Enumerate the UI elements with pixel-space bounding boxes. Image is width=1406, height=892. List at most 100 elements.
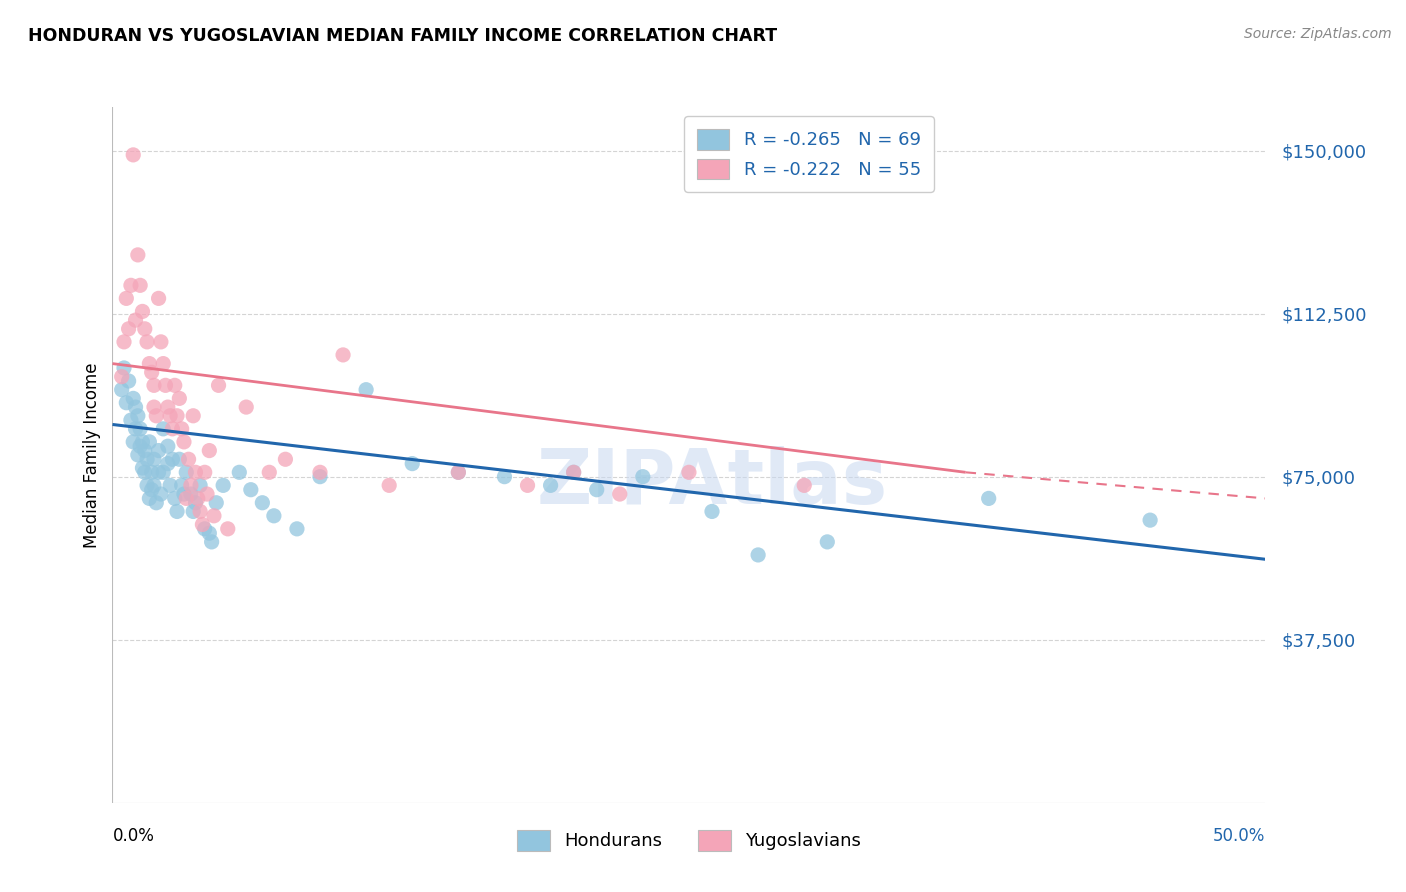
Point [194,522,217,536]
Point [124,422,146,436]
Point [159,409,181,423]
Point [122,392,145,406]
Point [202,508,225,523]
Point [447,466,470,480]
Y-axis label: Median Family Income: Median Family Income [83,362,101,548]
Point [678,466,700,480]
Point [143,378,166,392]
Point [191,517,214,532]
Point [127,248,149,262]
Point [141,365,163,379]
Point [117,374,139,388]
Point [309,466,332,480]
Point [112,361,135,376]
Point [217,522,239,536]
Point [188,504,211,518]
Point [170,478,193,492]
Point [148,291,170,305]
Point [228,466,250,480]
Point [187,491,209,506]
Point [163,378,186,392]
Point [117,322,139,336]
Point [145,409,167,423]
Point [134,443,156,458]
Point [143,478,166,492]
Point [120,278,142,293]
Point [131,461,153,475]
Point [174,491,197,506]
Point [162,422,184,436]
Point [177,452,200,467]
Point [141,483,163,497]
Point [585,483,607,497]
Point [127,448,149,462]
Point [815,535,838,549]
Text: HONDURAN VS YUGOSLAVIAN MEDIAN FAMILY INCOME CORRELATION CHART: HONDURAN VS YUGOSLAVIAN MEDIAN FAMILY IN… [28,27,778,45]
Point [181,409,204,423]
Point [166,504,188,518]
Point [115,291,138,305]
Point [180,478,202,492]
Point [163,491,186,506]
Point [136,334,159,349]
Point [112,334,135,349]
Point [111,383,134,397]
Point [401,457,423,471]
Point [198,526,221,541]
Point [129,278,152,293]
Point [332,348,354,362]
Point [136,478,159,492]
Point [149,334,172,349]
Point [143,452,166,467]
Point [274,452,297,467]
Point [195,487,218,501]
Point [152,466,174,480]
Point [180,487,202,501]
Point [134,466,156,480]
Point [152,357,174,371]
Point [447,466,470,480]
Point [184,496,207,510]
Point [131,304,153,318]
Point [207,378,229,392]
Point [124,313,146,327]
Point [494,469,516,483]
Point [124,400,146,414]
Point [115,396,138,410]
Point [378,478,401,492]
Point [198,443,221,458]
Point [156,457,179,471]
Point [263,508,285,523]
Point [188,478,211,492]
Point [149,487,172,501]
Point [201,535,224,549]
Point [166,409,188,423]
Point [205,496,228,510]
Point [700,504,723,518]
Point [285,522,308,536]
Point [354,383,377,397]
Point [1139,513,1161,527]
Point [122,148,145,162]
Point [156,400,179,414]
Point [562,466,585,480]
Point [136,452,159,467]
Point [162,452,184,467]
Point [169,392,191,406]
Text: Source: ZipAtlas.com: Source: ZipAtlas.com [1244,27,1392,41]
Point [111,369,134,384]
Point [138,434,160,449]
Point [122,434,145,449]
Point [129,422,152,436]
Point [309,469,332,483]
Point [120,413,142,427]
Point [174,466,197,480]
Text: ZIPAtlas: ZIPAtlas [536,446,887,520]
Text: 50.0%: 50.0% [1213,827,1265,845]
Point [212,478,235,492]
Point [747,548,769,562]
Point [252,496,274,510]
Legend: Hondurans, Yugoslavians: Hondurans, Yugoslavians [505,817,873,863]
Point [143,400,166,414]
Point [181,504,204,518]
